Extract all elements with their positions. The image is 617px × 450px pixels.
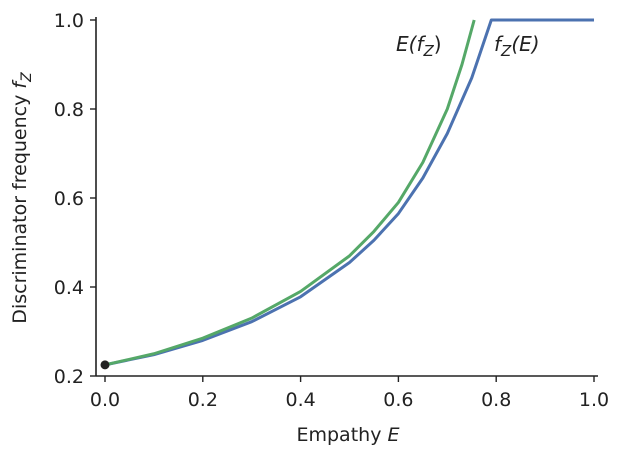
axes (95, 17, 598, 377)
x-axis-label: Empathy E (296, 424, 399, 446)
x-tick-label: 0.2 (188, 389, 218, 411)
x-tick-label: 0.0 (90, 389, 120, 411)
y-axis-label: Discriminator frequency fZ (9, 72, 35, 324)
series-label-e-sub: Z (422, 42, 434, 60)
y-axis-label-sub: Z (19, 72, 35, 83)
series-layer (100, 18, 594, 370)
y-axis-label-text: Discriminator frequency (9, 95, 31, 324)
x-ticks: 0.0 0.2 0.4 0.6 0.8 1.0 (90, 376, 609, 411)
series-label-e-of-fz: E(fZ) (396, 32, 442, 60)
x-axis-label-var: E (387, 424, 399, 446)
x-tick-label: 0.6 (383, 389, 413, 411)
y-tick-label: 0.4 (54, 277, 84, 299)
y-tick-label: 0.6 (54, 188, 84, 210)
series-label-f-tail: (E) (511, 32, 539, 56)
x-tick-label: 0.8 (481, 389, 511, 411)
y-axis-label-var: f (9, 79, 31, 89)
start-point (100, 360, 110, 370)
x-tick-label: 0.4 (285, 389, 315, 411)
y-tick-label: 0.2 (54, 366, 84, 388)
series-label-f-sub: Z (500, 42, 512, 60)
series-label-fz-of-e: fZ(E) (494, 32, 540, 60)
y-tick-label: 1.0 (54, 10, 84, 32)
series-line-e-of-fz (104, 19, 476, 367)
y-tick-label: 0.8 (54, 99, 84, 121)
series-label-e-main: E(f (396, 32, 426, 56)
series-label-e-tail: ) (434, 32, 442, 56)
x-tick-label: 1.0 (579, 389, 609, 411)
series-label-f-main: f (494, 32, 504, 56)
y-ticks: 0.2 0.4 0.6 0.8 1.0 (54, 10, 96, 388)
series-line-fz-of-e (104, 18, 594, 367)
x-axis-label-text: Empathy (296, 424, 381, 446)
